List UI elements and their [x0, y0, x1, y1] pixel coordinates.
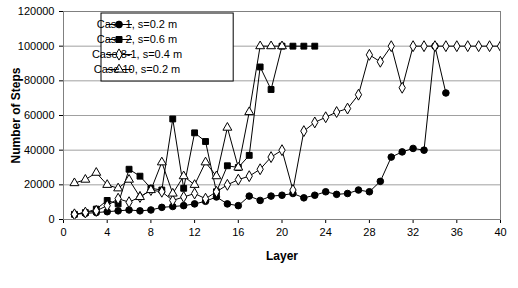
svg-text:4: 4 [104, 226, 110, 238]
svg-text:0: 0 [48, 213, 54, 225]
svg-text:12: 12 [188, 226, 200, 238]
svg-text:Case 2, s=0.6 m: Case 2, s=0.6 m [97, 33, 177, 45]
svg-text:28: 28 [363, 226, 375, 238]
svg-text:36: 36 [451, 226, 463, 238]
svg-text:20: 20 [276, 226, 288, 238]
svg-text:40: 40 [494, 226, 506, 238]
svg-text:32: 32 [407, 226, 419, 238]
svg-text:0: 0 [60, 226, 66, 238]
svg-text:Case 1, s=0.2 m: Case 1, s=0.2 m [97, 18, 177, 30]
svg-text:Case 10, s=0.2 m: Case 10, s=0.2 m [94, 63, 181, 75]
svg-text:100000: 100000 [18, 40, 55, 52]
svg-text:Layer: Layer [266, 249, 298, 263]
svg-text:Number of Steps: Number of Steps [9, 67, 23, 163]
svg-text:Case 8-1, s=0.4 m: Case 8-1, s=0.4 m [92, 48, 182, 60]
svg-text:20000: 20000 [24, 178, 55, 190]
svg-text:80000: 80000 [24, 74, 55, 86]
svg-text:120000: 120000 [18, 5, 55, 17]
svg-text:24: 24 [320, 226, 332, 238]
svg-text:40000: 40000 [24, 144, 55, 156]
svg-text:8: 8 [148, 226, 154, 238]
svg-text:16: 16 [232, 226, 244, 238]
svg-text:60000: 60000 [24, 109, 55, 121]
